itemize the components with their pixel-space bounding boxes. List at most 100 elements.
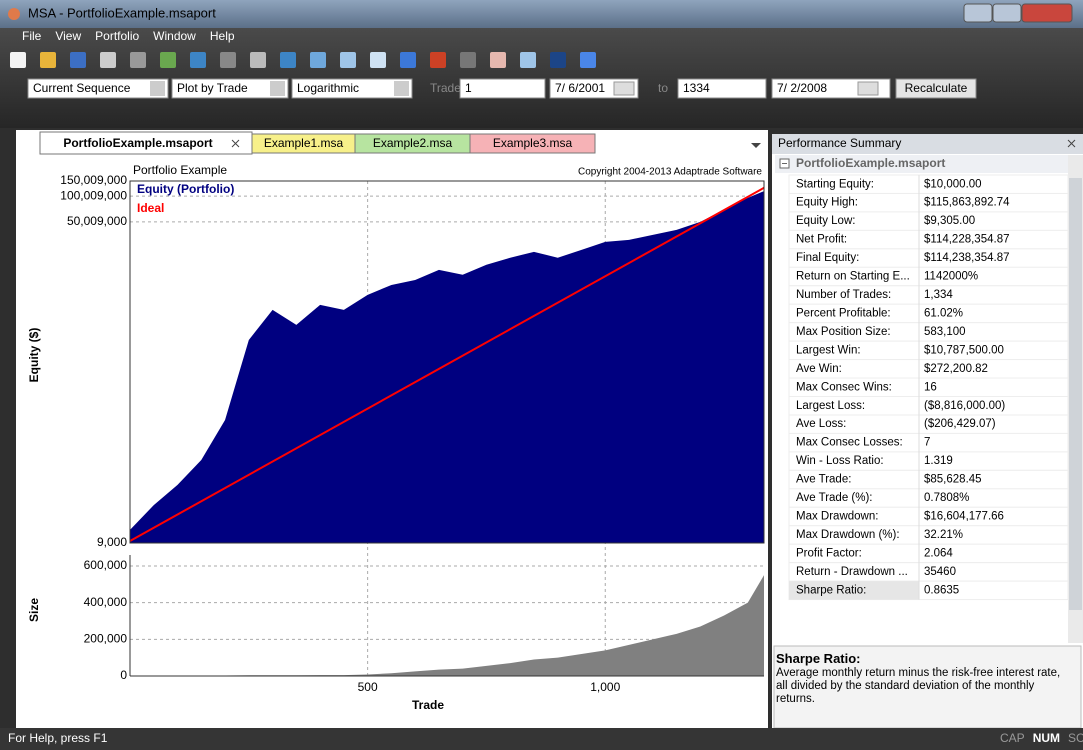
summary-label: Profit Factor:	[796, 547, 862, 559]
status-indicator: CAP	[1000, 731, 1025, 745]
description: Sharpe Ratio: Average monthly return minu…	[776, 652, 1066, 726]
scroll-thumb[interactable]	[1069, 178, 1082, 610]
chart-copyright: Copyright 2004-2013 Adaptrade Software	[578, 167, 762, 178]
summary-label: Ave Trade:	[796, 474, 851, 486]
menu-item[interactable]: File	[22, 29, 42, 43]
summary-value: ($206,429.07)	[924, 418, 996, 430]
summary-value: $114,238,354.87	[924, 252, 1009, 264]
summary-value: $115,863,892.74	[924, 197, 1010, 209]
calendar-icon[interactable]	[857, 81, 879, 96]
tab-dropdown[interactable]	[751, 143, 761, 148]
summary-label: Win - Loss Ratio:	[796, 455, 884, 467]
status-indicator: NUM	[1033, 731, 1060, 745]
summary-value: ($8,816,000.00)	[924, 400, 1005, 412]
tab-label: Example1.msa	[264, 136, 344, 150]
status-bar	[0, 728, 1083, 750]
toolbar-icon[interactable]	[40, 52, 56, 68]
sequence-combo: Current Sequence	[33, 81, 131, 95]
summary-value: 16	[924, 381, 937, 393]
menu-item[interactable]: Window	[153, 29, 196, 43]
group-title: PortfolioExample.msaport	[796, 156, 945, 170]
size-axis-label: Size	[27, 598, 41, 622]
summary-value: 1,334	[924, 289, 953, 301]
toolbar-icon[interactable]	[250, 52, 266, 68]
summary-label: Max Position Size:	[796, 326, 891, 338]
toolbar-icon[interactable]	[130, 52, 146, 68]
tab-close[interactable]	[231, 139, 240, 148]
summary-value: 61.02%	[924, 307, 963, 319]
menu-item[interactable]: Help	[210, 29, 235, 43]
summary-value: 1.319	[924, 455, 953, 467]
toolbar-icon[interactable]	[280, 52, 296, 68]
combo-arrow[interactable]	[270, 81, 285, 96]
y-tick-label: 9,000	[97, 535, 127, 549]
scale-combo-box[interactable]	[291, 78, 413, 99]
summary-value: $9,305.00	[924, 215, 975, 227]
toolbar-icon[interactable]	[310, 52, 326, 68]
minimize-button[interactable]	[963, 3, 993, 23]
toolbar-icon[interactable]	[430, 52, 446, 68]
summary-value: 0.8635	[924, 584, 959, 596]
summary-value: $10,000.00	[924, 178, 982, 190]
toolbar-icon[interactable]	[70, 52, 86, 68]
summary-label: Max Consec Losses:	[796, 437, 903, 449]
description-box	[773, 645, 1082, 729]
toolbar-icon[interactable]	[100, 52, 116, 68]
toolbar-icon[interactable]	[190, 52, 206, 68]
ideal-line	[129, 186, 765, 542]
status-indicator: SCRL	[1068, 731, 1083, 745]
toolbar-icon[interactable]	[10, 52, 26, 68]
description-text: Average monthly return minus the risk-fr…	[776, 667, 1061, 705]
toolbar-icon[interactable]	[460, 52, 476, 68]
start-date: 7/ 6/2001	[555, 81, 605, 95]
document-tab[interactable]	[469, 133, 596, 154]
toolbar-icon[interactable]	[550, 52, 566, 68]
toolbar-icon[interactable]	[490, 52, 506, 68]
tab-label: PortfolioExample.msaport	[63, 136, 212, 150]
size-tick-label: 0	[120, 668, 127, 682]
calendar-icon[interactable]	[613, 81, 635, 96]
end-date: 7/ 2/2008	[777, 81, 827, 95]
summary-value: $114,228,354.87	[924, 234, 1009, 246]
plot-by-combo: Plot by Trade	[177, 81, 248, 95]
legend-entry: Equity (Portfolio)	[137, 182, 234, 196]
toolbar-icon[interactable]	[370, 52, 386, 68]
summary-value: 32.21%	[924, 529, 963, 541]
summary-title: Performance Summary	[778, 136, 901, 150]
menu-item[interactable]: View	[55, 29, 81, 43]
maximize-button[interactable]	[992, 3, 1022, 23]
toolbar-icon[interactable]	[520, 52, 536, 68]
y-tick-label: 50,009,000	[67, 214, 127, 228]
menu-item[interactable]: Portfolio	[95, 29, 139, 43]
summary-label: Final Equity:	[796, 252, 859, 264]
close-button[interactable]	[1021, 3, 1073, 23]
size-tick-label: 400,000	[84, 595, 128, 609]
sequence-combo-box[interactable]	[27, 78, 169, 99]
group-row	[775, 155, 1068, 173]
x-axis-label: Trade	[412, 698, 444, 712]
toolbar-icon[interactable]	[220, 52, 236, 68]
recalculate-button[interactable]	[895, 78, 977, 99]
toolbar-icon[interactable]	[580, 52, 596, 68]
summary-value: 0.7808%	[924, 492, 969, 504]
summary-label: Return on Starting E...	[796, 271, 910, 283]
trades-input-box[interactable]	[459, 78, 546, 99]
end-trade-input: 1334	[683, 81, 710, 95]
selected-cell	[789, 581, 919, 600]
summary-value: $10,787,500.00	[924, 344, 1004, 356]
summary-label: Net Profit:	[796, 234, 847, 246]
equity-area	[130, 191, 764, 543]
plot-by-combo-box[interactable]	[171, 78, 289, 99]
end-trade-input-box[interactable]	[677, 78, 767, 99]
x-tick-label: 500	[358, 680, 378, 694]
combo-arrow[interactable]	[150, 81, 165, 96]
summary-label: Starting Equity:	[796, 178, 874, 190]
y-axis-label: Equity ($)	[27, 328, 41, 383]
toolbar-icon[interactable]	[160, 52, 176, 68]
panel-close[interactable]	[1067, 139, 1076, 148]
toolbar-icon[interactable]	[340, 52, 356, 68]
toolbar-icon[interactable]	[400, 52, 416, 68]
combo-arrow[interactable]	[394, 81, 409, 96]
